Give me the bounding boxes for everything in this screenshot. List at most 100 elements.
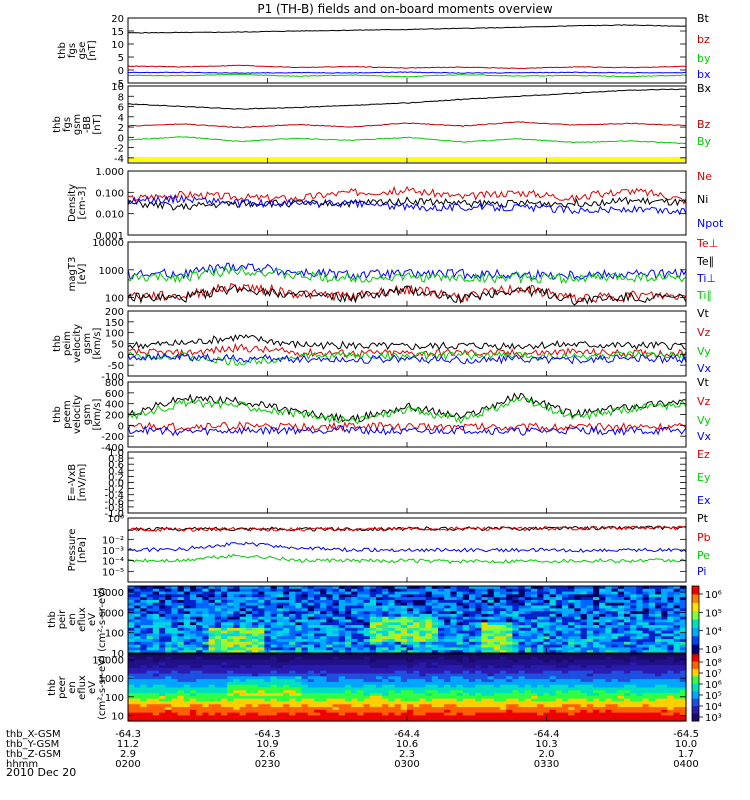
spectrogram-cell <box>276 712 284 717</box>
spectrogram-cell <box>462 608 470 612</box>
spectrogram-cell <box>524 597 532 601</box>
spectrogram-cell <box>636 687 644 691</box>
spectrogram-cell <box>351 594 358 598</box>
spectrogram-cell <box>673 718 681 722</box>
spectrogram-cell <box>667 698 675 703</box>
spectrogram-cell <box>611 605 619 609</box>
y-axis-label: -BB <box>82 116 93 133</box>
spectrogram-cell <box>580 586 588 590</box>
spectrogram-cell <box>481 611 489 615</box>
spectrogram-cell <box>152 591 160 595</box>
y-axis-label: fgs <box>67 43 78 58</box>
spectrogram-cell <box>314 611 321 615</box>
spectrogram-cell <box>345 616 352 621</box>
spectrogram-cell <box>512 654 520 658</box>
spectrogram-cell <box>177 693 185 697</box>
spectrogram-cell <box>239 681 247 686</box>
spectrogram-cell <box>345 619 352 623</box>
spectrogram-cell <box>431 679 439 683</box>
spectrogram-cell <box>506 695 513 700</box>
spectrogram-cell <box>270 591 278 595</box>
spectrogram-cell <box>202 625 210 629</box>
spectrogram-cell <box>512 627 520 632</box>
spectrogram-cell <box>252 599 259 604</box>
spectrogram-cell <box>543 630 551 635</box>
spectrogram-cell <box>177 599 185 604</box>
spectrogram-cell <box>301 597 309 601</box>
spectrogram-cell <box>636 602 644 607</box>
spectrogram-cell <box>233 625 241 629</box>
spectrogram-cell <box>283 602 290 607</box>
spectrogram-cell <box>140 698 148 703</box>
spectrogram-cell <box>450 608 458 612</box>
spectrogram-cell <box>661 659 668 663</box>
spectrogram-cell <box>264 704 272 708</box>
spectrogram-cell <box>562 695 569 700</box>
spectrogram-cell <box>388 704 396 708</box>
spectrogram-cell <box>332 616 340 621</box>
spectrogram-cell <box>624 625 631 629</box>
spectrogram-cell <box>394 611 402 615</box>
spectrogram-cell <box>159 636 166 640</box>
spectrogram-cell <box>363 684 371 689</box>
spectrogram-cell <box>165 693 172 697</box>
spectrogram-cell <box>140 586 148 590</box>
spectrogram-cell <box>289 715 296 719</box>
spectrogram-cell <box>400 602 408 607</box>
spectrogram-cell <box>196 591 203 595</box>
spectrogram-cell <box>239 676 247 680</box>
spectrogram-cell <box>487 630 495 635</box>
spectrogram-cell <box>357 650 365 654</box>
spectrogram-cell <box>128 599 135 604</box>
spectrogram-cell <box>431 701 439 705</box>
spectrogram-cell <box>469 709 476 714</box>
spectrogram-cell <box>165 662 172 666</box>
spectrogram-cell <box>351 619 358 623</box>
spectrogram-cell <box>648 681 656 686</box>
spectrogram-cell <box>611 679 619 683</box>
spectrogram-cell <box>345 650 352 654</box>
spectrogram-cell <box>233 608 241 612</box>
spectrogram-cell <box>233 698 241 703</box>
spectrogram-cell <box>134 619 141 623</box>
spectrogram-cell <box>512 690 520 694</box>
spectrogram-cell <box>549 630 557 635</box>
spectrogram-cell <box>605 693 613 697</box>
spectrogram-cell <box>177 665 185 669</box>
spectrogram-cell <box>245 616 253 621</box>
spectrogram-cell <box>562 602 569 607</box>
spectrogram-cell <box>369 616 377 621</box>
spectrogram-cell <box>128 594 135 598</box>
spectrogram-cell <box>537 695 544 700</box>
spectrogram-cell <box>419 712 427 717</box>
spectrogram-cell <box>301 586 309 590</box>
spectrogram-cell <box>320 707 327 711</box>
spectrogram-cell <box>400 625 408 629</box>
spectrogram-cell <box>493 679 501 683</box>
spectrogram-cell <box>500 659 507 663</box>
spectrogram-cell <box>636 599 644 604</box>
spectrogram-cell <box>183 679 191 683</box>
spectrogram-cell <box>314 605 321 609</box>
spectrogram-cell <box>655 670 662 675</box>
spectrogram-cell <box>338 641 346 646</box>
spectrogram-cell <box>171 684 179 689</box>
spectrogram-cell <box>221 679 228 683</box>
spectrogram-cell <box>171 690 179 694</box>
colorbar-tick-label: 10³ <box>705 645 722 656</box>
spectrogram-cell <box>177 654 185 658</box>
spectrogram-cell <box>295 636 303 640</box>
spectrogram-cell <box>388 608 396 612</box>
spectrogram-cell <box>655 712 662 717</box>
spectrogram-cell <box>444 619 451 623</box>
spectrogram-cell <box>289 616 296 621</box>
spectrogram-cell <box>363 698 371 703</box>
spectrogram-cell <box>500 718 507 722</box>
spectrogram-cell <box>400 647 408 651</box>
spectrogram-cell <box>431 718 439 722</box>
spectrogram-cell <box>481 681 489 686</box>
spectrogram-cell <box>630 712 637 717</box>
spectrogram-cell <box>574 670 582 675</box>
spectrogram-cell <box>642 654 650 658</box>
spectrogram-cell <box>326 644 334 649</box>
